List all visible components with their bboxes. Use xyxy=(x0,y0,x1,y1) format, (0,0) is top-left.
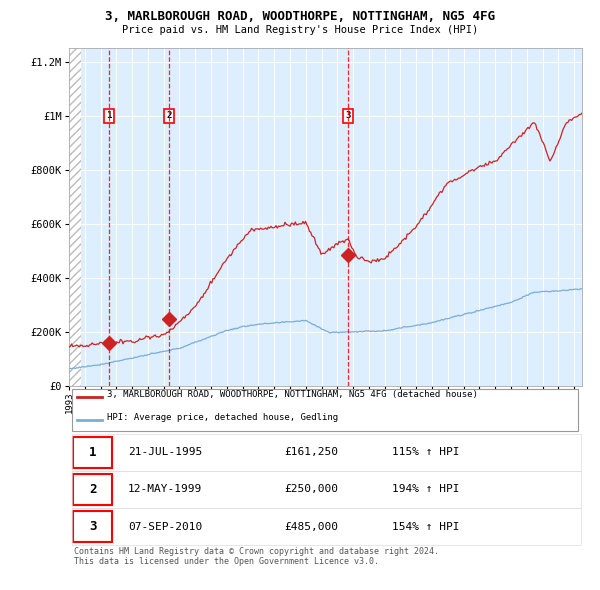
FancyBboxPatch shape xyxy=(71,389,578,431)
Text: 3, MARLBOROUGH ROAD, WOODTHORPE, NOTTINGHAM, NG5 4FG (detached house): 3, MARLBOROUGH ROAD, WOODTHORPE, NOTTING… xyxy=(107,390,478,399)
Text: 07-SEP-2010: 07-SEP-2010 xyxy=(128,522,202,532)
Text: £161,250: £161,250 xyxy=(284,447,338,457)
Text: 154% ↑ HPI: 154% ↑ HPI xyxy=(392,522,460,532)
Text: Price paid vs. HM Land Registry's House Price Index (HPI): Price paid vs. HM Land Registry's House … xyxy=(122,25,478,35)
Text: £250,000: £250,000 xyxy=(284,484,338,494)
Text: 194% ↑ HPI: 194% ↑ HPI xyxy=(392,484,460,494)
Text: 21-JUL-1995: 21-JUL-1995 xyxy=(128,447,202,457)
Text: 2: 2 xyxy=(89,483,97,496)
Text: 2: 2 xyxy=(167,112,172,120)
Text: HPI: Average price, detached house, Gedling: HPI: Average price, detached house, Gedl… xyxy=(107,414,338,422)
FancyBboxPatch shape xyxy=(73,474,112,505)
Text: 3, MARLBOROUGH ROAD, WOODTHORPE, NOTTINGHAM, NG5 4FG: 3, MARLBOROUGH ROAD, WOODTHORPE, NOTTING… xyxy=(105,10,495,23)
Text: 12-MAY-1999: 12-MAY-1999 xyxy=(128,484,202,494)
Bar xyxy=(69,48,81,386)
Text: 1: 1 xyxy=(107,112,112,120)
FancyBboxPatch shape xyxy=(73,511,112,542)
Text: 115% ↑ HPI: 115% ↑ HPI xyxy=(392,447,460,457)
Text: 1: 1 xyxy=(89,446,97,459)
Text: Contains HM Land Registry data © Crown copyright and database right 2024.
This d: Contains HM Land Registry data © Crown c… xyxy=(74,546,439,566)
Text: 3: 3 xyxy=(346,112,351,120)
Text: 3: 3 xyxy=(89,520,97,533)
FancyBboxPatch shape xyxy=(73,437,112,468)
Text: £485,000: £485,000 xyxy=(284,522,338,532)
